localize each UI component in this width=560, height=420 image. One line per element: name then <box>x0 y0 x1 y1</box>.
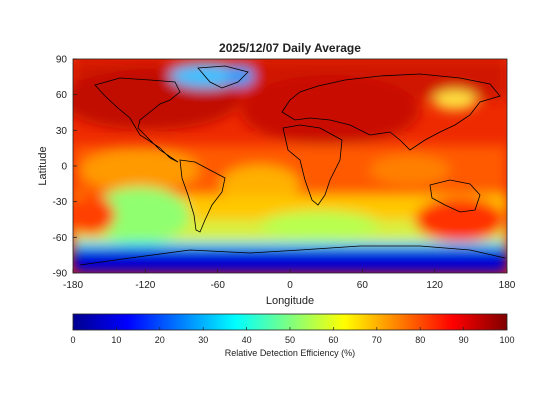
x-tick-label: 180 <box>499 280 516 291</box>
x-tick-label: -60 <box>210 280 225 291</box>
colorbar-tick-label: 50 <box>285 335 295 345</box>
x-axis: -180 -120 -60 0 60 120 180 <box>63 269 516 291</box>
y-axis: 90 60 30 0 -30 -60 -90 <box>53 55 77 280</box>
y-tick-label: 60 <box>56 90 68 101</box>
x-axis-label: Longitude <box>266 295 314 307</box>
coastlines-overlay <box>79 65 506 266</box>
y-tick-label: 30 <box>56 126 68 137</box>
colorbar-ticks: 0 10 20 30 40 50 60 70 80 90 100 <box>70 327 515 345</box>
y-axis-label: Latitude <box>37 146 49 185</box>
x-tick-label: -180 <box>63 280 83 291</box>
y-tick-label: -30 <box>53 197 68 208</box>
colorbar-tick-label: 20 <box>155 335 165 345</box>
colorbar-tick-label: 0 <box>70 335 75 345</box>
x-tick-label: -120 <box>135 280 155 291</box>
colorbar-tick-label: 90 <box>459 335 469 345</box>
x-tick-label: 120 <box>426 280 443 291</box>
chart-title: 2025/12/07 Daily Average <box>219 41 361 55</box>
colorbar-tick-label: 30 <box>198 335 208 345</box>
colorbar-tick-label: 100 <box>499 335 514 345</box>
y-tick-label: -90 <box>53 269 68 280</box>
colorbar-label: Relative Detection Efficiency (%) <box>225 348 355 358</box>
colorbar-tick-label: 10 <box>111 335 121 345</box>
x-tick-label: 60 <box>357 280 369 291</box>
x-tick-label: 0 <box>287 280 293 291</box>
colorbar-tick-label: 40 <box>242 335 252 345</box>
y-tick-label: -60 <box>53 233 68 244</box>
heatmap-field <box>73 59 507 273</box>
colorbar-tick-label: 60 <box>328 335 338 345</box>
colorbar: 0 10 20 30 40 50 60 70 80 90 100 Relative Detectio… <box>70 313 515 358</box>
y-tick-label: 90 <box>56 55 68 66</box>
colorbar-tick-label: 80 <box>415 335 425 345</box>
colorbar-tick-label: 70 <box>372 335 382 345</box>
y-tick-label: 0 <box>61 162 67 173</box>
